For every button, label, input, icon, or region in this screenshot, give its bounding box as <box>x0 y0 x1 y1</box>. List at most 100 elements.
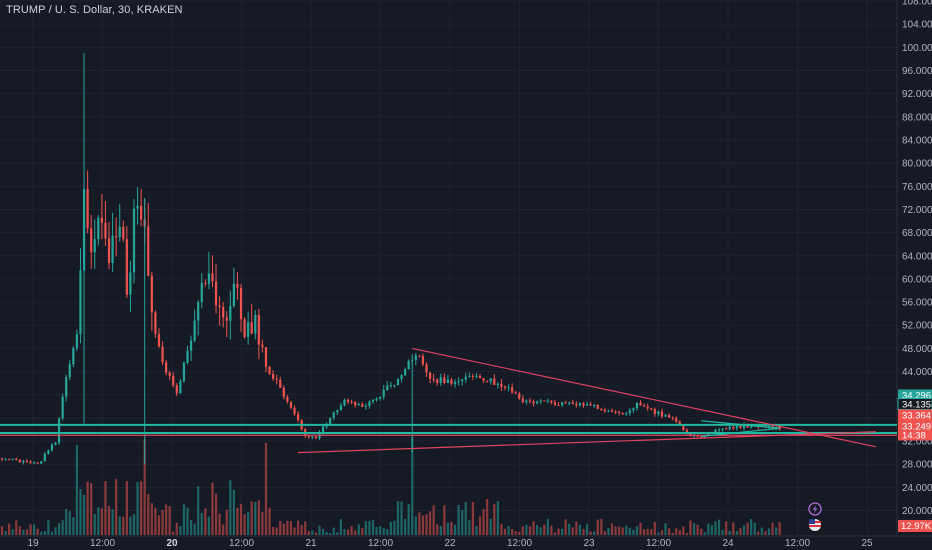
candle-body <box>528 400 532 402</box>
volume-bar <box>261 511 264 535</box>
candle-body <box>211 273 214 282</box>
grid <box>0 0 932 537</box>
volume-bar <box>478 516 482 535</box>
candle-body <box>671 417 674 419</box>
volume-bar <box>571 527 574 535</box>
candle-body <box>264 347 268 367</box>
volume-bar <box>635 526 639 535</box>
volume-bar <box>543 524 546 535</box>
volume-bar <box>236 507 239 535</box>
candle-body <box>175 385 178 394</box>
candle-body <box>568 402 571 404</box>
candle-body <box>660 411 664 417</box>
candle-body <box>97 217 100 240</box>
candle-body <box>179 381 182 394</box>
volume-bar <box>286 520 289 535</box>
volume-bar <box>243 514 246 535</box>
axis-icons[interactable] <box>808 502 822 531</box>
volume-bar <box>307 531 310 535</box>
volume-bar <box>122 516 125 535</box>
volume-bar <box>453 524 457 535</box>
candle-body <box>332 412 335 419</box>
candle-body <box>61 396 64 419</box>
volume-bar <box>147 494 150 535</box>
time-axis[interactable]: 19 12:00 20 12:00 21 12:00 22 12:00 23 12:00 24 12:… <box>27 538 873 549</box>
candle-body <box>396 379 400 386</box>
volume-bar <box>257 500 260 535</box>
volume-bar <box>618 526 621 535</box>
volume-bar <box>4 531 7 535</box>
volume-bar <box>725 521 728 535</box>
volume-bar <box>632 529 635 535</box>
candle-body <box>700 436 703 438</box>
candle-body <box>628 410 631 414</box>
candle-body <box>639 402 642 406</box>
volume-bar <box>275 527 278 535</box>
candle-body <box>600 408 603 410</box>
price-tick-label: 60.000 <box>902 274 932 285</box>
time-tick-label: 12:00 <box>646 538 671 549</box>
candle-body <box>464 376 467 380</box>
volume-bar <box>350 526 353 535</box>
price-tick-label: 24.000 <box>902 483 932 494</box>
volume-bar <box>100 508 103 535</box>
candle-body <box>382 390 385 397</box>
volume-bar <box>550 525 553 535</box>
lightning-icon[interactable] <box>808 502 822 516</box>
volume-bar <box>132 514 136 535</box>
candle-body <box>393 385 396 387</box>
volume-bar <box>393 520 396 535</box>
price-tick-label: 48.000 <box>902 344 932 355</box>
time-tick-label: 24 <box>722 538 734 549</box>
volume-bar <box>404 518 407 535</box>
candle-body <box>436 379 439 383</box>
time-tick-label: 25 <box>861 538 873 549</box>
candle-body <box>93 239 96 253</box>
volume-bar <box>25 529 29 535</box>
candle-body <box>247 322 250 337</box>
candle-body <box>354 402 357 406</box>
time-tick-label: 12:00 <box>229 538 254 549</box>
price-axis[interactable]: 20.00024.00028.00032.00036.00040.00044.0… <box>902 0 932 517</box>
candle-body <box>414 355 417 361</box>
candle-body <box>625 413 628 415</box>
volume-bar <box>596 519 599 535</box>
candle-body <box>732 426 735 429</box>
candle-body <box>728 426 731 430</box>
candle-body <box>468 375 471 377</box>
candle-body <box>261 344 264 348</box>
time-tick-label: 12:00 <box>90 538 115 549</box>
candle-body <box>107 238 111 263</box>
us-flag-icon[interactable] <box>809 519 821 531</box>
candle-body <box>289 401 293 408</box>
volume-bar <box>582 528 585 535</box>
volume-bar <box>254 501 257 535</box>
volume-bar <box>15 520 18 535</box>
volume-bar <box>161 509 164 535</box>
volume-bar <box>496 501 499 535</box>
candle-body <box>257 314 260 345</box>
price-tag-label: 34.296 <box>902 391 931 402</box>
price-tick-label: 80.000 <box>902 159 932 170</box>
candle-body <box>154 312 157 334</box>
symbol-legend[interactable]: TRUMP / U. S. Dollar, 30, KRAKEN <box>6 4 183 16</box>
candle-body <box>329 418 332 425</box>
candle-body <box>147 226 150 276</box>
volume-bar <box>657 532 660 535</box>
volume-bar <box>61 519 64 535</box>
candle-body <box>364 405 367 407</box>
volume-bar <box>264 443 268 535</box>
time-tick-label: 21 <box>305 538 317 549</box>
volume-bar <box>354 530 357 535</box>
volume-bar <box>193 523 196 535</box>
candle-body <box>407 360 410 370</box>
candle-body <box>486 380 489 382</box>
volume-bar <box>728 531 731 535</box>
candle-body <box>543 400 546 402</box>
volume-bar <box>97 507 100 535</box>
candle-body <box>546 400 549 402</box>
candle-body <box>739 425 742 429</box>
candle-body <box>721 428 724 430</box>
